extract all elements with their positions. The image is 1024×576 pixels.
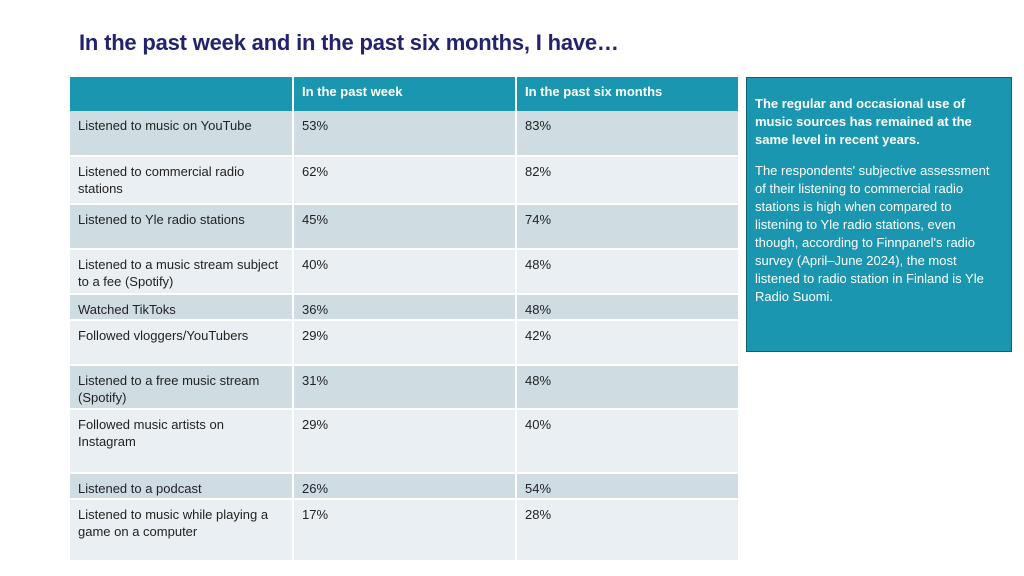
row-six-months-value: 42%: [516, 320, 740, 366]
survey-table: In the past week In the past six months …: [70, 77, 740, 562]
row-six-months-value: 48%: [516, 365, 740, 410]
row-six-months-value: 83%: [516, 111, 740, 157]
row-label: Listened to music on YouTube: [70, 111, 294, 157]
row-label: Followed music artists on Instagram: [70, 409, 294, 474]
row-week-value: 36%: [293, 294, 517, 321]
row-week-value: 26%: [293, 473, 517, 500]
summary-lead-text: The regular and occasional use of music …: [755, 96, 972, 147]
row-label: Watched TikToks: [70, 294, 294, 321]
table-row: Listened to a music stream subject to a …: [70, 249, 740, 295]
header-past-week: In the past week: [293, 77, 517, 111]
row-six-months-value: 48%: [516, 294, 740, 321]
row-week-value: 45%: [293, 204, 517, 250]
table-row: Listened to music while playing a game o…: [70, 499, 740, 562]
row-week-value: 53%: [293, 111, 517, 157]
table-row: Followed vloggers/YouTubers 29% 42%: [70, 320, 740, 366]
row-week-value: 29%: [293, 409, 517, 474]
row-six-months-value: 48%: [516, 249, 740, 295]
row-six-months-value: 54%: [516, 473, 740, 500]
row-week-value: 40%: [293, 249, 517, 295]
header-past-six-months: In the past six months: [516, 77, 740, 111]
row-six-months-value: 74%: [516, 204, 740, 250]
row-week-value: 29%: [293, 320, 517, 366]
page-title: In the past week and in the past six mon…: [79, 30, 619, 55]
row-six-months-value: 82%: [516, 156, 740, 205]
row-week-value: 62%: [293, 156, 517, 205]
row-week-value: 17%: [293, 499, 517, 562]
header-activity: [70, 77, 294, 111]
summary-body-text: The respondents' subjective assessment o…: [755, 163, 990, 304]
row-week-value: 31%: [293, 365, 517, 410]
table-row: Followed music artists on Instagram 29% …: [70, 409, 740, 474]
row-label: Listened to a music stream subject to a …: [70, 249, 294, 295]
row-label: Listened to commercial radio stations: [70, 156, 294, 205]
table-row: Watched TikToks 36% 48%: [70, 294, 740, 321]
table-row: Listened to commercial radio stations 62…: [70, 156, 740, 205]
table-row: Listened to music on YouTube 53% 83%: [70, 111, 740, 157]
row-label: Listened to music while playing a game o…: [70, 499, 294, 562]
row-six-months-value: 40%: [516, 409, 740, 474]
table-header-row: In the past week In the past six months: [70, 77, 740, 111]
row-label: Followed vloggers/YouTubers: [70, 320, 294, 366]
table-row: Listened to Yle radio stations 45% 74%: [70, 204, 740, 250]
survey-table-container: In the past week In the past six months …: [70, 77, 740, 562]
row-label: Listened to Yle radio stations: [70, 204, 294, 250]
row-label: Listened to a podcast: [70, 473, 294, 500]
row-six-months-value: 28%: [516, 499, 740, 562]
row-label: Listened to a free music stream (Spotify…: [70, 365, 294, 410]
table-row: Listened to a podcast 26% 54%: [70, 473, 740, 500]
table-row: Listened to a free music stream (Spotify…: [70, 365, 740, 410]
summary-callout-box: The regular and occasional use of music …: [746, 77, 1012, 352]
